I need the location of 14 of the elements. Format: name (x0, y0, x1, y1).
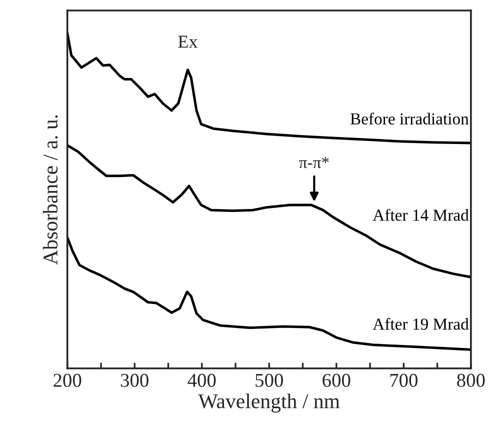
y-axis-title: Absorbance / a. u. (42, 115, 58, 265)
x-axis-title: Wavelength / nm (198, 394, 340, 413)
annotation: Ex (178, 36, 198, 48)
x-tick-label: 300 (120, 374, 148, 387)
series-label: After 19 Mrad (372, 318, 469, 330)
annotation: π-π* (299, 157, 329, 168)
x-tick-label: 600 (322, 374, 350, 387)
x-tick-label: 800 (457, 374, 485, 387)
series-label: Before irradiation (350, 112, 469, 125)
series-label: After 14 Mrad (372, 208, 469, 221)
x-tick-label: 200 (54, 374, 82, 387)
x-tick-label: 500 (256, 374, 283, 387)
x-tick-label: 700 (390, 374, 418, 387)
x-tick-label: 400 (188, 374, 216, 387)
